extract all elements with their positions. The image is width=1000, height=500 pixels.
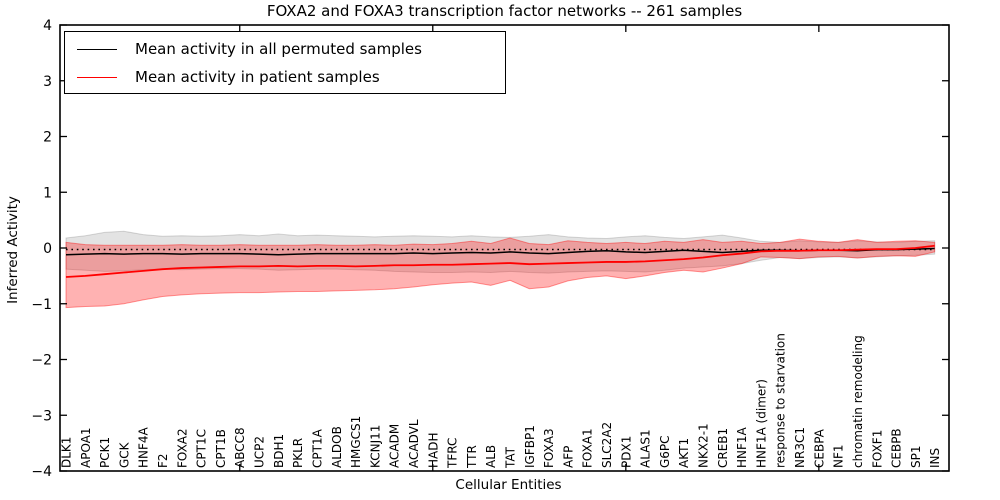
x-category-label: KCNJ11 xyxy=(368,425,382,468)
x-category-label: CPT1C xyxy=(195,429,209,468)
y-tick-label: 2 xyxy=(43,130,52,146)
x-category-label: NF1 xyxy=(832,444,846,468)
x-category-label: ACADM xyxy=(388,424,402,468)
patient-mean-line xyxy=(65,244,935,278)
y-tick-label: 1 xyxy=(43,185,52,201)
x-category-label: ALB xyxy=(484,445,498,468)
x-category-label: TFRC xyxy=(446,438,460,469)
x-category-label: FOXA1 xyxy=(581,428,595,468)
x-category-label: TTR xyxy=(465,445,479,469)
x-category-label: INS xyxy=(928,448,942,468)
legend-line-sample-black xyxy=(77,48,117,50)
x-category-label: ABCC8 xyxy=(233,427,247,468)
x-category-label: BDH1 xyxy=(272,434,286,468)
x-category-label: AKT1 xyxy=(677,438,691,468)
x-category-label: HNF1A xyxy=(735,426,749,468)
y-axis-label: Inferred Activity xyxy=(5,196,21,304)
x-category-label: GCK xyxy=(117,441,131,468)
x-category-label: SLC2A2 xyxy=(600,422,614,468)
patient-samples-band xyxy=(65,237,936,309)
x-category-label: response to starvation xyxy=(774,333,788,468)
x-category-label: F2 xyxy=(156,453,170,468)
x-category-label: HNF4A xyxy=(137,426,151,468)
x-category-label: DLK1 xyxy=(60,437,74,468)
legend: Mean activity in all permuted samples Me… xyxy=(64,31,506,94)
y-tick-label: −3 xyxy=(31,408,52,424)
x-category-label: IGFBP1 xyxy=(523,425,537,468)
x-axis-label: Cellular Entities xyxy=(455,477,562,493)
legend-line-sample-red xyxy=(77,76,117,78)
x-category-label: NKX2-1 xyxy=(697,423,711,468)
x-category-label: TAT xyxy=(503,446,517,469)
legend-label-patient: Mean activity in patient samples xyxy=(135,68,380,86)
x-category-label: CEBPA xyxy=(812,428,826,468)
x-category-label: HNF1A (dimer) xyxy=(754,379,768,468)
x-category-label: chromatin remodeling xyxy=(851,335,865,468)
x-category-label: ALAS1 xyxy=(639,429,653,468)
legend-label-permuted: Mean activity in all permuted samples xyxy=(135,40,422,58)
x-category-label: SP1 xyxy=(909,446,923,469)
x-category-label: FOXA3 xyxy=(542,428,556,468)
x-category-label: PKLR xyxy=(291,438,305,468)
x-category-label: G6PC xyxy=(658,435,672,468)
legend-entry-patient: Mean activity in patient samples xyxy=(65,63,505,91)
x-category-label: UCP2 xyxy=(253,436,267,468)
x-category-label: CPT1B xyxy=(214,429,228,468)
x-category-label: PCK1 xyxy=(98,437,112,468)
y-tick-label: −4 xyxy=(31,464,52,480)
x-category-label: ALDOB xyxy=(330,426,344,468)
x-category-label: NR3C1 xyxy=(793,427,807,468)
x-category-label: FOXA2 xyxy=(175,428,189,468)
x-category-label: FOXF1 xyxy=(870,430,884,468)
x-category-label: CREB1 xyxy=(716,428,730,468)
x-category-label: CEBPB xyxy=(890,428,904,468)
y-tick-label: −2 xyxy=(31,353,52,369)
y-tick-label: 3 xyxy=(43,74,52,90)
x-category-label: AFP xyxy=(561,446,575,468)
x-category-label: ACADVL xyxy=(407,419,421,468)
chart-title: FOXA2 and FOXA3 transcription factor net… xyxy=(266,2,743,20)
y-tick-label: 0 xyxy=(43,241,52,257)
x-category-label: CPT1A xyxy=(310,428,324,468)
y-tick-label: 4 xyxy=(43,18,52,34)
legend-entry-permuted: Mean activity in all permuted samples xyxy=(65,35,505,63)
y-tick-label: −1 xyxy=(31,297,52,313)
x-category-label: PDX1 xyxy=(619,436,633,468)
x-category-label: HADH xyxy=(426,433,440,469)
x-category-label: APOA1 xyxy=(79,427,93,468)
x-category-label: HMGCS1 xyxy=(349,416,363,468)
